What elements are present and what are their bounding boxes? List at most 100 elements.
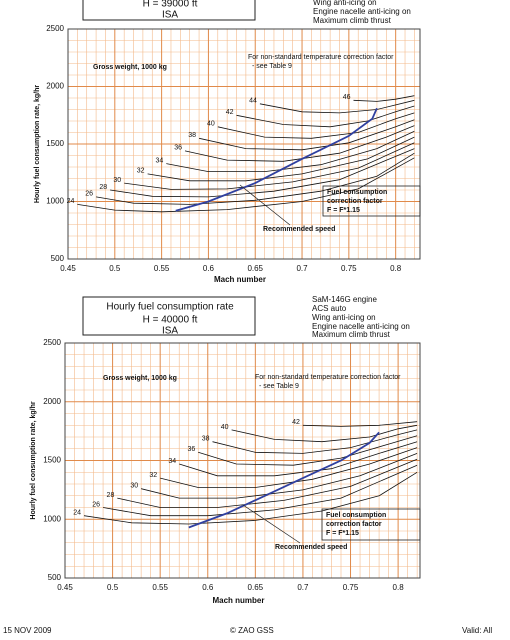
leader-line (242, 504, 301, 544)
curve-label: 36 (187, 446, 195, 453)
y-tick-label: 500 (48, 573, 62, 582)
curve-label: 34 (168, 458, 176, 465)
curve-label: 32 (137, 168, 145, 175)
weight-curve (199, 119, 415, 151)
weight-curve (231, 424, 418, 443)
curve-label: 24 (73, 510, 81, 517)
y-tick-label: 2500 (43, 338, 61, 347)
recommended-speed-label: Recommended speed (275, 544, 347, 551)
curve-label: 46 (343, 94, 351, 101)
annotation: correction factor (326, 521, 382, 528)
weight-curve (103, 464, 418, 517)
x-tick-label: 0.6 (202, 583, 214, 592)
curve-label: 42 (226, 109, 234, 116)
header-box (82, 0, 256, 21)
note: Maximum climb thrust (313, 16, 392, 25)
footer-copyright: © ZAO GSS (230, 626, 274, 635)
note: Engine nacelle anti-icing on (312, 322, 410, 331)
annotation: - see Table 9 (252, 63, 292, 70)
curve-label: 40 (207, 121, 215, 128)
recommended-speed-line (175, 107, 378, 212)
x-tick-label: 0.55 (154, 264, 170, 273)
note: SaM-146G engine (312, 295, 377, 304)
curve-label: 24 (67, 198, 75, 205)
x-tick-label: 0.8 (390, 264, 402, 273)
correction-box (321, 508, 421, 541)
curve-label: 34 (156, 157, 164, 164)
curve-label: 38 (188, 132, 196, 139)
annotation: Fuel consumption (327, 189, 387, 196)
x-tick-label: 0.65 (247, 264, 263, 273)
footer-validity: Valid: All (462, 626, 492, 635)
note: Wing anti-icing on (313, 0, 377, 7)
weight-curve (160, 447, 418, 488)
x-axis-label: Mach number (212, 596, 264, 605)
curve-label: 30 (130, 483, 138, 490)
annotation: F = F*1.15 (327, 207, 360, 214)
x-tick-label: 0.75 (341, 264, 357, 273)
weight-curve (96, 152, 415, 205)
annotation: Gross weight, 1000 kg (93, 64, 167, 71)
x-tick-label: 0.7 (296, 264, 308, 273)
annotation: For non-standard temperature correction … (248, 54, 394, 61)
x-tick-label: 0.75 (343, 583, 359, 592)
note: Engine nacelle anti-icing on (313, 7, 411, 16)
y-tick-label: 1000 (43, 514, 61, 523)
recommended-speed-line (188, 431, 380, 529)
weight-curve (217, 112, 415, 139)
curve-label: 26 (85, 191, 93, 198)
y-tick-label: 1500 (43, 456, 61, 465)
annotation: Gross weight, 1000 kg (103, 375, 177, 382)
curve-label: 28 (99, 184, 107, 191)
y-tick-label: 1000 (46, 197, 64, 206)
x-tick-label: 0.65 (248, 583, 264, 592)
y-tick-label: 2000 (46, 82, 64, 91)
annotation: correction factor (327, 198, 383, 205)
x-tick-label: 0.5 (109, 264, 121, 273)
x-axis-label: Mach number (214, 275, 266, 284)
y-tick-label: 2000 (43, 397, 61, 406)
correction-box (322, 185, 421, 217)
weight-curve (166, 130, 415, 172)
note: Maximum climb thrust (312, 330, 391, 339)
note: Wing anti-icing on (312, 313, 376, 322)
weight-curve (147, 136, 415, 182)
y-axis-label: Hourly fuel consumption rate, kg/hr (30, 401, 37, 520)
header-line: ISA (162, 326, 178, 337)
weight-curve (179, 441, 418, 477)
curve-label: 38 (202, 436, 210, 443)
weight-curve (184, 125, 415, 162)
weight-curve (110, 148, 415, 198)
header-line: Hourly fuel consumption rate (106, 302, 234, 313)
charts: 0.45 0.5 0.55 0.6 0.65 0.7 0.75 0.8 500 1000 1500 2… (30, 24, 421, 605)
curve-label: 28 (107, 492, 115, 499)
weight-curve (124, 142, 415, 190)
curve-label: 44 (249, 98, 257, 105)
curve-label: 30 (113, 177, 121, 184)
weight-curve (259, 99, 415, 114)
x-tick-label: 0.45 (57, 583, 73, 592)
note: ACS auto (312, 304, 347, 313)
footer-date: 15 NOV 2009 (3, 626, 52, 635)
x-tick-label: 0.55 (152, 583, 168, 592)
weight-curve (198, 435, 418, 466)
x-tick-label: 0.45 (60, 264, 76, 273)
weight-curve (302, 421, 418, 427)
y-tick-label: 500 (51, 254, 65, 263)
weight-curve (212, 429, 418, 454)
weight-curve (236, 105, 415, 128)
curve-label: 32 (149, 472, 157, 479)
weight-curve (83, 471, 418, 525)
annotation: F = F*1.15 (326, 530, 359, 537)
weight-curve (353, 95, 415, 102)
x-tick-label: 0.5 (107, 583, 119, 592)
curve-label: 26 (92, 501, 100, 508)
y-tick-label: 1500 (46, 139, 64, 148)
x-tick-label: 0.7 (297, 583, 309, 592)
leader-line (239, 184, 291, 226)
header-box (82, 296, 256, 336)
header-line: H = 40000 ft (143, 315, 198, 326)
x-tick-label: 0.6 (203, 264, 215, 273)
